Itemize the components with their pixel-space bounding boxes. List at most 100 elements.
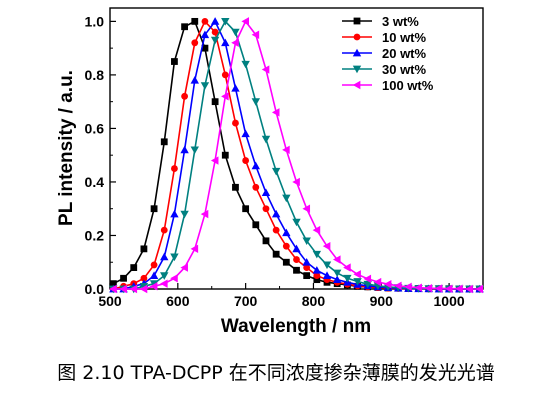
legend-label: 20 wt% [382,46,427,61]
data-point [424,283,433,293]
data-point [293,256,300,263]
data-point [150,205,158,213]
data-point [221,38,230,47]
data-point [363,274,372,284]
data-point [200,82,210,90]
data-point [221,92,229,101]
series-5 [109,17,483,294]
data-point [312,266,322,274]
data-point [241,129,250,138]
data-point [231,28,240,37]
legend-marker [352,65,362,74]
data-point [282,258,290,266]
data-point [465,284,473,294]
data-point [232,119,239,127]
y-tick-label: 0.4 [85,174,105,190]
data-point [210,17,220,25]
plot-frame [109,7,484,290]
series-layer [109,17,484,294]
legend: 3 wt%10 wt%20 wt%30 wt%100 wt% [342,14,434,93]
data-point [262,237,270,245]
data-point [171,165,178,172]
data-point [404,282,412,292]
data-point [232,183,239,191]
x-axis-label: Wavelength / nm [221,316,371,337]
data-point [353,278,362,286]
x-tick-label: 700 [234,293,258,309]
data-point [119,284,127,294]
data-point [252,221,260,229]
data-point [241,17,249,26]
data-point [455,284,463,293]
data-point [302,237,311,246]
data-point [302,204,311,213]
data-point [191,39,199,47]
data-point [160,279,168,288]
data-point [140,245,148,253]
data-point [140,274,148,282]
data-point [262,205,270,213]
x-tick-label: 600 [166,293,190,309]
data-point [109,280,117,288]
data-point [353,270,361,279]
data-point [231,84,240,92]
data-point [160,138,168,146]
data-point [312,250,322,259]
data-point [383,279,392,289]
data-point [190,146,199,155]
data-point [373,277,382,287]
data-point [343,274,352,283]
data-point [313,272,321,280]
data-point [332,269,342,278]
data-point [251,98,261,106]
legend-label: 30 wt% [382,62,427,77]
data-point [120,274,127,282]
y-tick-label: 0.2 [85,227,105,243]
data-point [170,274,178,283]
y-axis-label: PL intensity / a.u. [56,70,77,226]
data-point [332,275,342,283]
data-point [271,108,280,117]
data-point [180,145,189,154]
data-point [170,253,179,262]
data-point [292,177,300,187]
legend-marker [352,80,361,90]
data-point [221,18,230,26]
data-point [160,252,169,261]
data-point [475,284,483,294]
legend-marker [352,48,362,57]
data-point [343,263,351,272]
legend-marker [353,33,361,41]
legend-item: 30 wt% [342,62,427,77]
data-point [282,145,290,155]
data-point [190,76,199,84]
data-point [322,271,332,279]
data-point [211,98,219,106]
data-point [210,36,220,45]
data-point [313,276,321,284]
data-point [181,92,189,100]
data-point [180,210,189,219]
data-point [181,23,188,31]
data-point [292,244,301,253]
data-point [272,250,280,258]
x-tick-label: 500 [98,293,122,309]
data-point [261,188,271,197]
data-point [414,283,422,292]
data-point [150,261,158,269]
legend-item: 100 wt% [342,78,434,93]
legend-item: 3 wt% [342,14,419,29]
data-point [211,28,219,36]
data-point [160,226,168,234]
data-point [171,58,178,65]
x-tick-label: 800 [302,293,326,309]
y-tick-label: 1.0 [85,13,105,29]
data-point [271,209,281,218]
data-point [261,65,270,74]
series-3 [109,17,484,293]
y-tick-label: 0.6 [85,120,105,136]
data-point [139,284,148,294]
data-point [242,205,250,213]
data-point [191,17,199,25]
data-point [292,218,301,227]
